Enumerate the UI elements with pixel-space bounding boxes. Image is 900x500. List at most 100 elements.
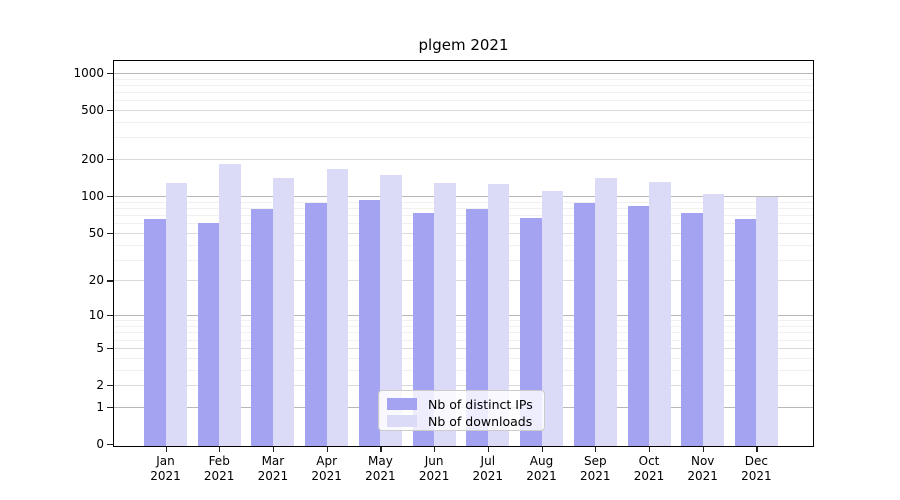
x-tick-mark-apr — [326, 446, 328, 452]
bar-distinct-ips-sep — [573, 202, 596, 446]
y-tick-label-10: 10 — [88, 308, 104, 323]
x-tick-month: May — [367, 454, 393, 468]
plot-area: Nb of distinct IPs Nb of downloads — [113, 60, 814, 447]
y-tick-label-2: 2 — [96, 378, 104, 392]
x-tick-mark-jul — [487, 446, 489, 452]
y-tick-label-100: 100 — [81, 189, 104, 204]
x-tick-mark-jun — [434, 446, 436, 452]
x-tick-month: Dec — [744, 454, 768, 468]
y-tick-label-20: 20 — [88, 273, 104, 288]
x-tick-mark-nov — [702, 446, 704, 452]
bar-distinct-ips-jan — [144, 219, 166, 446]
x-tick-month: Nov — [690, 454, 715, 468]
x-tick-month: Sep — [583, 454, 607, 468]
gridline-minor-3 — [114, 369, 813, 371]
y-tick-mark-1000 — [107, 72, 113, 74]
gridline-minor-7 — [114, 332, 813, 334]
bar-downloads-nov — [702, 193, 725, 446]
y-tick-mark-500 — [107, 110, 113, 112]
bar-downloads-jun — [434, 183, 456, 446]
legend-label-downloads: Nb of downloads — [428, 413, 533, 429]
x-tick-label-may: May 2021 — [348, 454, 412, 484]
x-tick-year: 2021 — [203, 469, 235, 483]
gridline-minor-400 — [114, 122, 813, 123]
gridline-major-1000 — [114, 72, 813, 74]
x-tick-month: Aug — [529, 454, 554, 468]
gridline-minor-30 — [114, 259, 813, 261]
gridline-minor-9 — [114, 320, 813, 322]
y-tick-mark-100 — [107, 196, 113, 198]
y-tick-mark-0 — [107, 444, 113, 446]
bar-distinct-ips-jul — [466, 208, 488, 446]
gridline-mid-50 — [114, 232, 813, 234]
x-tick-year: 2021 — [687, 469, 718, 483]
x-tick-year: 2021 — [365, 469, 396, 483]
y-tick-mark-5 — [107, 347, 113, 349]
x-tick-year: 2021 — [257, 469, 289, 483]
gridline-minor-6 — [114, 339, 813, 341]
bar-distinct-ips-oct — [627, 206, 649, 446]
gridline-minor-800 — [114, 84, 813, 86]
gridline-minor-900 — [114, 78, 813, 80]
gridline-mid-200 — [114, 159, 813, 161]
gridline-minor-600 — [114, 100, 813, 102]
x-tick-month: Oct — [638, 454, 660, 468]
bar-distinct-ips-may — [358, 199, 381, 446]
y-tick-label-0: 0 — [96, 437, 104, 451]
bar-distinct-ips-aug — [520, 218, 542, 446]
x-tick-month: Feb — [208, 454, 230, 468]
x-tick-mark-sep — [595, 446, 597, 452]
x-tick-year: 2021 — [150, 469, 181, 483]
bar-downloads-oct — [649, 181, 671, 446]
legend-label-distinct-ips: Nb of distinct IPs — [428, 396, 533, 412]
x-tick-year: 2021 — [580, 469, 611, 483]
x-tick-label-jun: Jun 2021 — [402, 454, 466, 484]
x-tick-label-aug: Aug 2021 — [510, 454, 574, 484]
x-tick-month: Mar — [261, 454, 285, 468]
gridline-minor-80 — [114, 207, 813, 209]
x-tick-month: Jul — [480, 454, 496, 468]
gridline-minor-8 — [114, 326, 813, 327]
x-tick-label-dec: Dec 2021 — [724, 454, 788, 484]
gridline-mid-20 — [114, 280, 813, 282]
bar-distinct-ips-jun — [412, 213, 435, 446]
gridline-mid-2 — [114, 385, 813, 386]
y-tick-mark-1 — [107, 406, 113, 408]
y-tick-label-200: 200 — [81, 152, 104, 167]
gridline-minor-70 — [114, 215, 813, 216]
x-tick-mark-mar — [272, 446, 275, 452]
bar-downloads-jul — [487, 183, 510, 446]
bar-downloads-apr — [326, 169, 349, 446]
bar-distinct-ips-mar — [251, 208, 273, 446]
x-tick-label-jan: Jan 2021 — [134, 454, 198, 484]
x-tick-year: 2021 — [418, 469, 450, 483]
bar-downloads-dec — [756, 197, 778, 446]
y-tick-label-50: 50 — [88, 225, 104, 240]
x-tick-label-sep: Sep 2021 — [563, 454, 627, 484]
legend-item-downloads: Nb of downloads — [387, 413, 536, 429]
x-tick-year: 2021 — [741, 469, 772, 483]
y-tick-label-500: 500 — [81, 103, 104, 117]
x-tick-label-nov: Nov 2021 — [671, 454, 735, 484]
bar-distinct-ips-dec — [734, 219, 757, 446]
x-tick-mark-dec — [756, 446, 758, 452]
x-tick-label-apr: Apr 2021 — [295, 454, 359, 484]
y-tick-mark-20 — [107, 280, 113, 282]
x-tick-label-feb: Feb 2021 — [187, 454, 251, 484]
x-tick-year: 2021 — [633, 469, 665, 483]
y-tick-mark-10 — [107, 315, 113, 317]
y-tick-label-1: 1 — [96, 399, 104, 414]
x-tick-year: 2021 — [311, 469, 342, 483]
x-tick-year: 2021 — [526, 469, 557, 483]
gridline-major-100 — [114, 196, 813, 198]
gridline-minor-4 — [114, 357, 813, 359]
x-tick-month: Jan — [156, 454, 175, 468]
x-tick-month: Jun — [424, 454, 444, 468]
gridline-minor-40 — [114, 244, 813, 246]
bar-downloads-may — [380, 174, 402, 446]
bar-downloads-feb — [219, 164, 241, 446]
y-tick-mark-50 — [107, 232, 113, 234]
x-tick-label-jul: Jul 2021 — [456, 454, 520, 484]
x-tick-mark-feb — [219, 446, 221, 452]
